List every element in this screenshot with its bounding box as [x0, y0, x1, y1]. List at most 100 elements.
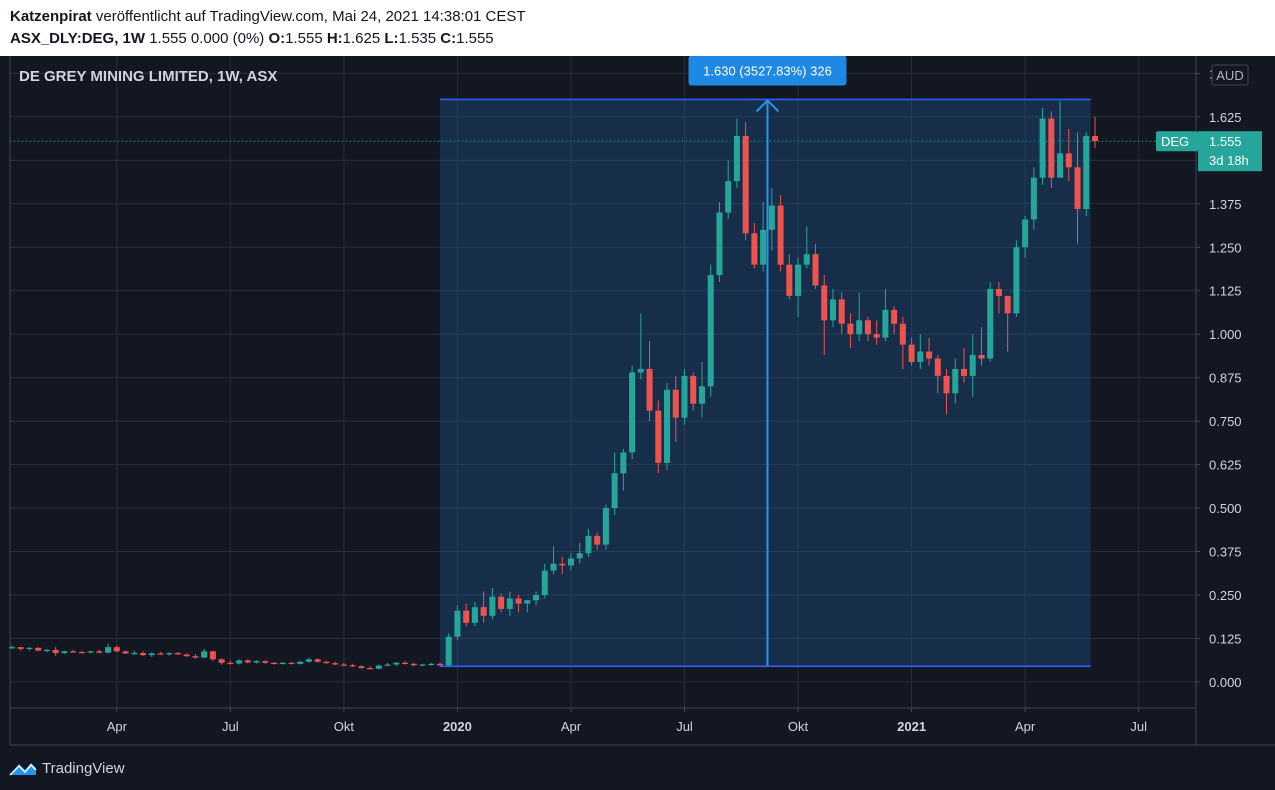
price-tick-label: 0.500	[1209, 501, 1242, 516]
candle	[174, 652, 181, 655]
candle	[35, 647, 42, 652]
candle	[323, 661, 330, 664]
candle	[803, 226, 810, 269]
candle	[602, 504, 609, 550]
candle	[1065, 129, 1072, 182]
candle	[1048, 111, 1055, 189]
candle-body	[140, 653, 147, 656]
candle-body	[786, 264, 793, 296]
candle	[1030, 167, 1037, 230]
candle	[795, 257, 802, 317]
candle-body	[768, 205, 775, 230]
candle	[1004, 295, 1011, 352]
candle	[707, 264, 714, 397]
candle-body	[9, 647, 15, 649]
measure-label[interactable]: 1.630 (3527.83%) 326	[688, 56, 847, 86]
candle-body	[410, 663, 417, 666]
author-name[interactable]: Katzenpirat	[10, 8, 92, 25]
high-label: H:	[326, 30, 343, 47]
candle	[620, 448, 627, 491]
candle	[288, 661, 295, 665]
last-price-countdown: 3d 18h	[1209, 153, 1249, 168]
measure-range-box[interactable]	[439, 99, 1091, 667]
candle-body	[629, 372, 636, 453]
currency-badge[interactable]: AUD	[1211, 64, 1249, 86]
candle	[821, 275, 828, 356]
candle-body	[1048, 118, 1055, 178]
candle	[969, 334, 976, 397]
candle	[498, 593, 505, 613]
candle-body	[873, 334, 880, 338]
candle	[113, 645, 120, 653]
candle	[78, 650, 85, 654]
candle	[9, 645, 15, 649]
candle-body	[436, 663, 443, 666]
candle-body	[969, 355, 976, 376]
candle	[899, 316, 906, 369]
candle-body	[218, 659, 225, 663]
candle	[358, 665, 365, 669]
candle	[987, 282, 994, 363]
tradingview-cloud-icon	[9, 763, 37, 776]
candle-body	[1065, 153, 1072, 168]
price-tick-label: 1.375	[1209, 197, 1242, 212]
candle	[891, 306, 898, 335]
candle	[489, 588, 496, 620]
candle-body	[174, 653, 181, 655]
time-axis[interactable]: Apr Jul Okt 2020 Apr Jul Okt 2021 Apr Jul	[107, 708, 1147, 734]
candle-body	[227, 662, 234, 664]
measure-arrow-icon	[755, 99, 780, 113]
candle-body	[594, 535, 601, 545]
candle	[908, 337, 915, 366]
candle-body	[43, 649, 50, 652]
candle	[192, 654, 199, 659]
candle	[305, 657, 312, 663]
time-tick-label: Apr	[107, 719, 128, 734]
candle	[279, 662, 286, 665]
candle-body	[148, 653, 155, 656]
candle-body	[515, 598, 522, 604]
time-tick-label: 2020	[443, 719, 472, 734]
candle-body	[209, 651, 216, 660]
price-tick-label: 0.875	[1209, 371, 1242, 386]
candle-body	[926, 351, 933, 359]
price-axis[interactable]: 0.000 0.125 0.250 0.375 0.500 0.625 0.750 0.875…	[1196, 66, 1242, 690]
tradingview-logo[interactable]: TradingView	[8, 757, 125, 779]
price-tick-label: 0.250	[1209, 588, 1242, 603]
candle-body	[934, 358, 941, 376]
candle-body	[655, 410, 662, 463]
measure-label-text: 1.630 (3527.83%) 326	[703, 63, 832, 78]
candle	[122, 650, 129, 655]
candle	[349, 663, 356, 667]
candle-body	[716, 212, 723, 276]
candle	[140, 651, 147, 656]
candle	[594, 532, 601, 550]
candle	[567, 553, 574, 571]
candle-body	[419, 664, 426, 666]
candle	[1022, 215, 1029, 258]
high-value: 1.625	[342, 30, 381, 47]
candle-body	[567, 558, 574, 566]
candle-body	[157, 653, 164, 655]
candle	[812, 243, 819, 289]
candle-body	[1039, 118, 1046, 178]
candle	[541, 563, 548, 599]
candle	[698, 362, 705, 418]
candle	[672, 375, 679, 442]
candle-body	[279, 662, 286, 664]
candle-body	[1030, 177, 1037, 220]
candle-body	[105, 647, 112, 653]
candle	[725, 160, 732, 220]
candle	[873, 320, 880, 345]
low-label: L:	[384, 30, 399, 47]
candle-body	[550, 563, 557, 571]
candle-body	[812, 254, 819, 286]
price-chart[interactable]: 1.630 (3527.83%) 326 DE GREY MINING LIMI…	[0, 56, 1275, 750]
symbol-label: ASX_DLY:DEG, 1W	[10, 30, 146, 47]
candle-body	[620, 452, 627, 474]
candle-body	[445, 636, 452, 666]
candle-body	[314, 659, 321, 662]
price-tick-label: 1.625	[1209, 110, 1242, 125]
candle-body	[559, 563, 566, 566]
candle	[131, 650, 138, 655]
